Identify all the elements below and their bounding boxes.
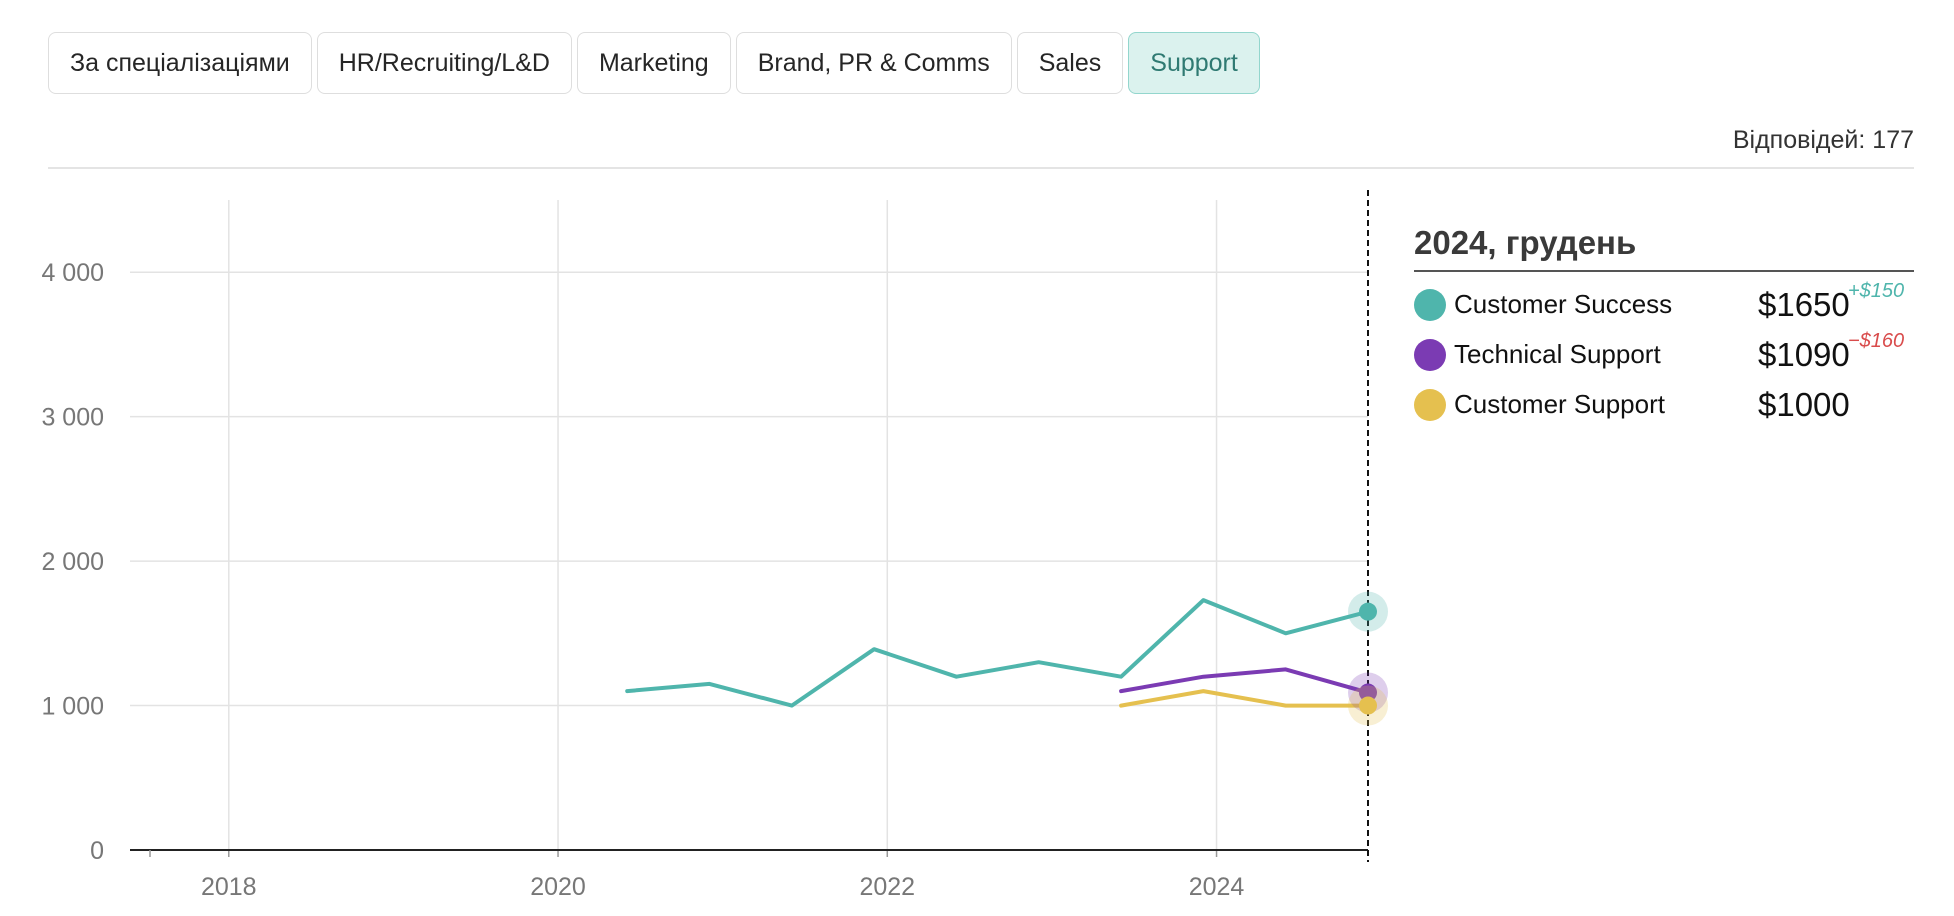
header-divider [48,167,1914,169]
hover-point [1359,696,1377,715]
hover-point [1359,602,1377,621]
series-delta: −$160 [1848,329,1905,352]
hover-point [1359,683,1377,702]
y-tick-label: 0 [90,837,104,865]
y-tick-label: 1 000 [41,693,104,721]
series-name: Customer Support [1454,389,1665,419]
series-value: $1090 [1758,335,1850,373]
series-color-dot [1414,288,1446,321]
tooltip-row: Customer Success $1650 +$150 [1414,280,1914,330]
chart-tooltip: 2024, грудень Customer Success $1650 +$1… [1414,224,1914,430]
tab-support[interactable]: Support [1128,32,1260,94]
x-tick-label: 2022 [859,873,915,901]
y-tick-label: 2 000 [41,548,104,576]
tab-brand-pr-comms[interactable]: Brand, PR & Comms [735,32,1012,94]
tooltip-divider [1414,270,1914,272]
tab-sales[interactable]: Sales [1016,32,1124,94]
y-tick-label: 3 000 [41,404,104,432]
tab-by-specialization[interactable]: За спеціалізаціями [48,32,312,94]
series-value: $1650 [1758,285,1850,323]
series-name: Technical Support [1454,339,1661,369]
series-value: $1000 [1758,385,1850,423]
tooltip-row: Technical Support $1090 −$160 [1414,330,1914,380]
tab-marketing[interactable]: Marketing [576,32,731,94]
specialization-tabs: За спеціалізаціями HR/Recruiting/L&D Mar… [48,32,1265,96]
tooltip-title: 2024, грудень [1414,224,1637,261]
salary-line-chart[interactable]: 0 1 000 2 000 3 000 4 000 2018 2020 2022 2024 [0,190,1400,916]
series-color-dot [1414,338,1446,371]
x-tick-label: 2020 [530,873,586,901]
series-delta: +$150 [1848,279,1905,302]
tab-hr-recruiting-ld[interactable]: HR/Recruiting/L&D [316,32,572,94]
responses-count: Відповідей: 177 [1732,126,1914,154]
x-tick-label: 2018 [201,873,257,901]
tooltip-row: Customer Support $1000 [1414,380,1914,430]
series-line [625,598,1370,708]
x-tick-label: 2024 [1189,873,1245,901]
series-color-dot [1414,388,1446,421]
series-line [1119,689,1370,708]
series-name: Customer Success [1454,289,1673,319]
series-line [1119,667,1370,695]
y-tick-label: 4 000 [41,259,104,287]
